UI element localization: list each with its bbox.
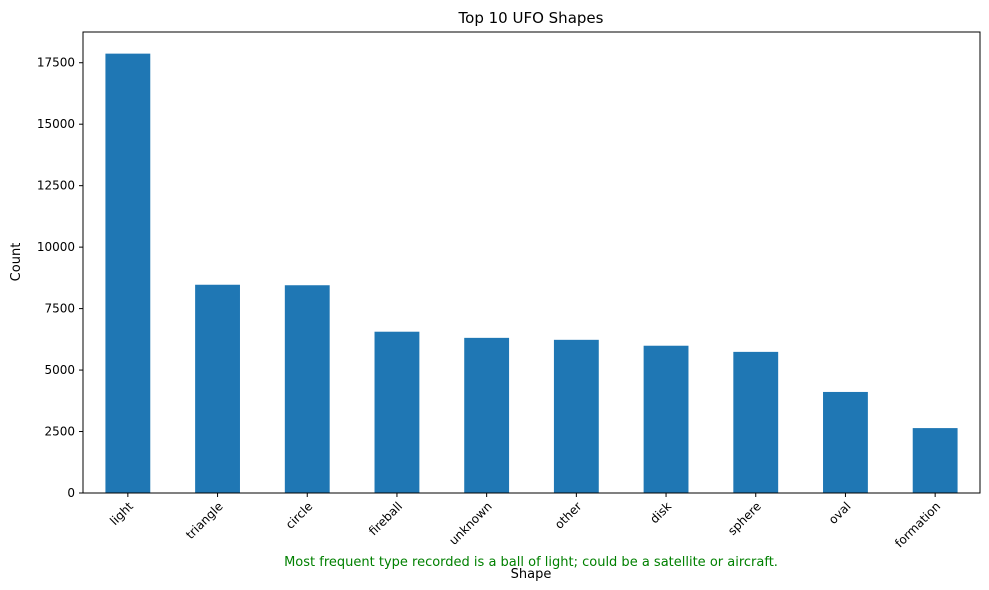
bar-light xyxy=(105,53,151,494)
x-tick-label-fireball: fireball xyxy=(366,499,405,538)
y-axis-label: Count xyxy=(9,243,24,282)
x-tick-label-triangle: triangle xyxy=(183,499,226,542)
plot-frame xyxy=(82,31,981,494)
x-tick-label-sphere: sphere xyxy=(725,499,764,538)
bar-oval xyxy=(823,391,868,493)
x-tick-label-disk: disk xyxy=(647,499,674,526)
bar-other xyxy=(553,339,599,493)
y-tick-label: 17500 xyxy=(37,56,75,70)
x-tick-label-other: other xyxy=(552,499,585,532)
bar-disk xyxy=(643,345,689,493)
bar-fireball xyxy=(374,331,420,493)
y-tick-label: 2500 xyxy=(44,425,75,439)
x-tick-label-oval: oval xyxy=(826,499,854,527)
annotation-text: Most frequent type recorded is a ball of… xyxy=(284,555,778,570)
x-tick-label-light: light xyxy=(107,499,136,528)
x-axis: light triangle circle fireball unknown other d… xyxy=(107,493,943,550)
y-tick-label: 10000 xyxy=(37,240,75,254)
bar-sphere xyxy=(733,351,779,493)
y-axis: 0 2500 5000 7500 10000 12500 15000 17500 xyxy=(37,56,83,500)
x-axis-label: Shape xyxy=(511,567,552,582)
y-tick-label: 0 xyxy=(67,486,75,500)
bar-formation xyxy=(912,428,958,493)
bars-group xyxy=(105,53,958,494)
chart-title: Top 10 UFO Shapes xyxy=(458,9,604,27)
y-tick-label: 7500 xyxy=(44,302,75,316)
y-tick-label: 5000 xyxy=(44,363,75,377)
bar-unknown xyxy=(464,337,510,493)
x-tick-label-unknown: unknown xyxy=(446,499,494,547)
y-tick-label: 12500 xyxy=(37,179,75,193)
x-tick-label-circle: circle xyxy=(283,499,315,531)
y-tick-label: 15000 xyxy=(37,117,75,131)
bar-circle xyxy=(284,285,330,493)
bar-triangle xyxy=(195,284,240,493)
x-tick-label-formation: formation xyxy=(892,499,943,550)
